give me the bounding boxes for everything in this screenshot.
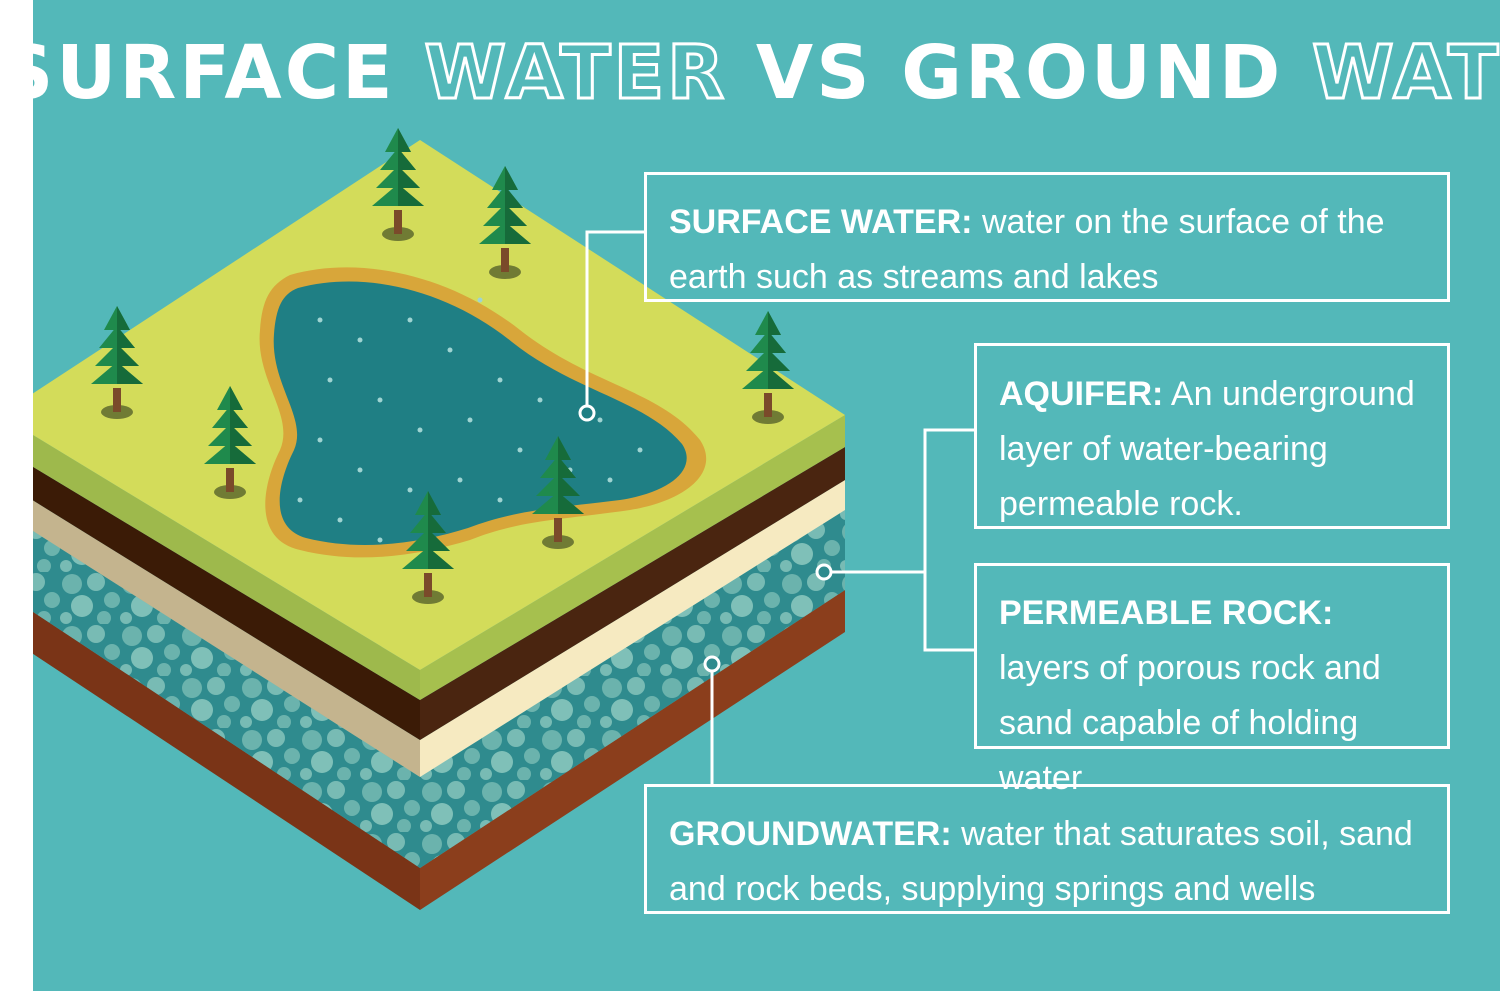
callout-text: water that saturates soil, sand and rock… <box>669 815 1413 908</box>
pine-tree-icon <box>532 436 584 549</box>
callout-text: layers of porous rock and sand capable o… <box>999 649 1381 797</box>
title-part-water-2: WATER <box>1311 29 1500 118</box>
title-part-vs-ground: VS GROUND <box>727 30 1313 116</box>
pine-tree-icon <box>402 491 454 604</box>
aquifer-layer <box>33 510 845 868</box>
callout-groundwater: GROUNDWATER: water that saturates soil, … <box>644 784 1450 914</box>
callout-surface-water: SURFACE WATER: water on the surface of t… <box>644 172 1450 302</box>
callout-permeable-rock: PERMEABLE ROCK: layers of porous rock an… <box>974 563 1450 797</box>
trees <box>91 128 794 604</box>
grass-side <box>33 415 845 700</box>
isometric-ground-block <box>33 128 975 910</box>
pine-tree-icon <box>372 128 424 241</box>
callout-text: An underground layer of water-bearing pe… <box>999 375 1415 523</box>
sand-layer <box>33 480 845 777</box>
lake <box>259 267 707 558</box>
bedrock-layer <box>33 590 845 910</box>
callout-term: AQUIFER: <box>999 375 1164 413</box>
pine-tree-icon <box>479 166 531 279</box>
topsoil-layer <box>33 447 845 740</box>
pine-tree-icon <box>204 386 256 499</box>
callout-aquifer: AQUIFER: An underground layer of water-b… <box>974 343 1450 529</box>
page-title: SURFACE WATER VS GROUND WATER <box>33 29 1500 118</box>
callout-term: GROUNDWATER: <box>669 815 952 853</box>
title-part-water-1: WATER <box>423 29 728 118</box>
infographic-background: SURFACE WATER VS GROUND WATER <box>33 0 1500 991</box>
pine-tree-icon <box>742 311 794 424</box>
callout-term: SURFACE WATER: <box>669 203 973 241</box>
title-part-surface: SURFACE <box>33 30 425 116</box>
callout-text: water on the surface of the earth such a… <box>669 203 1385 296</box>
pine-tree-icon <box>91 306 143 419</box>
callout-term: PERMEABLE ROCK: <box>999 594 1334 632</box>
leader-lines <box>578 230 975 785</box>
